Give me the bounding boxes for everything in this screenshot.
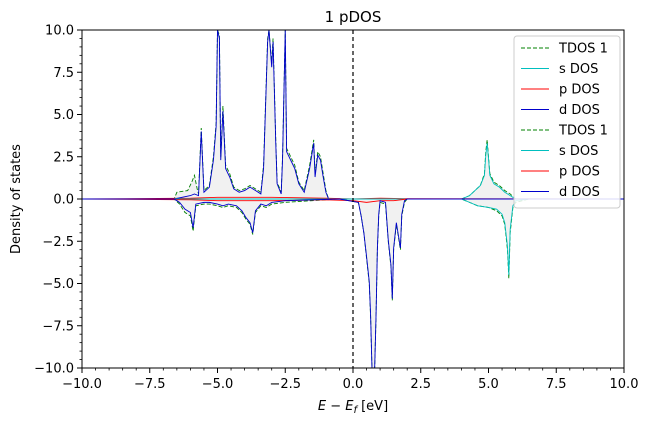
x-tick-label: −7.5 [134, 377, 166, 392]
series-line-tdos-1-down [82, 198, 624, 368]
x-tick-label: 10.0 [610, 377, 639, 392]
y-tick-label: −10.0 [34, 362, 74, 377]
y-tick-label: −2.5 [42, 235, 74, 250]
y-tick-label: 10.0 [45, 24, 74, 39]
series-line-d-dos-down [82, 198, 624, 368]
x-axis-title: E − Ef [eV] [318, 399, 388, 416]
y-tick-label: −5.0 [42, 277, 74, 292]
legend-label: d DOS [559, 185, 600, 200]
x-axis-ticks: −10.0 −7.5 −5.0 −2.5 0.0 2.5 5.0 7.5 10.0 [62, 368, 638, 392]
y-tick-label: 7.5 [53, 66, 74, 81]
x-tick-label: 2.5 [410, 377, 431, 392]
legend-label: TDOS 1 [558, 124, 608, 139]
legend-label: s DOS [559, 62, 598, 77]
x-tick-label: 5.0 [478, 377, 499, 392]
x-tick-label: 0.0 [343, 377, 364, 392]
series-line-s-dos-up [82, 143, 624, 200]
series-line-d-dos-up [82, 30, 624, 200]
x-tick-label: −10.0 [62, 377, 102, 392]
x-tick-label: 7.5 [546, 377, 567, 392]
y-tick-label: −7.5 [42, 319, 74, 334]
legend-label: TDOS 1 [558, 42, 608, 57]
y-axis-title: Density of states [9, 144, 24, 254]
y-tick-label: 2.5 [53, 150, 74, 165]
legend: TDOS 1 s DOS p DOS d DOS TDOS 1 s DOS p DOS d D… [513, 35, 621, 209]
x-tick-label: −5.0 [202, 377, 234, 392]
x-tick-label: −2.5 [269, 377, 301, 392]
x-axis-title-main: E − E [318, 399, 354, 414]
legend-label: d DOS [559, 103, 600, 118]
chart-title: 1 pDOS [325, 8, 382, 26]
legend-box [513, 35, 621, 209]
legend-label: s DOS [559, 144, 598, 159]
y-axis-ticks: −10.0 −7.5 −5.0 −2.5 0.0 2.5 5.0 7.5 10.0 [34, 24, 82, 377]
x-axis-title-subscript: f [353, 405, 358, 416]
x-axis-title-unit: [eV] [357, 399, 388, 414]
y-tick-label: 0.0 [53, 193, 74, 208]
legend-label: p DOS [559, 83, 600, 98]
series-line-p-dos-up [82, 196, 624, 200]
y-tick-label: 5.0 [53, 108, 74, 123]
legend-label: p DOS [559, 165, 600, 180]
